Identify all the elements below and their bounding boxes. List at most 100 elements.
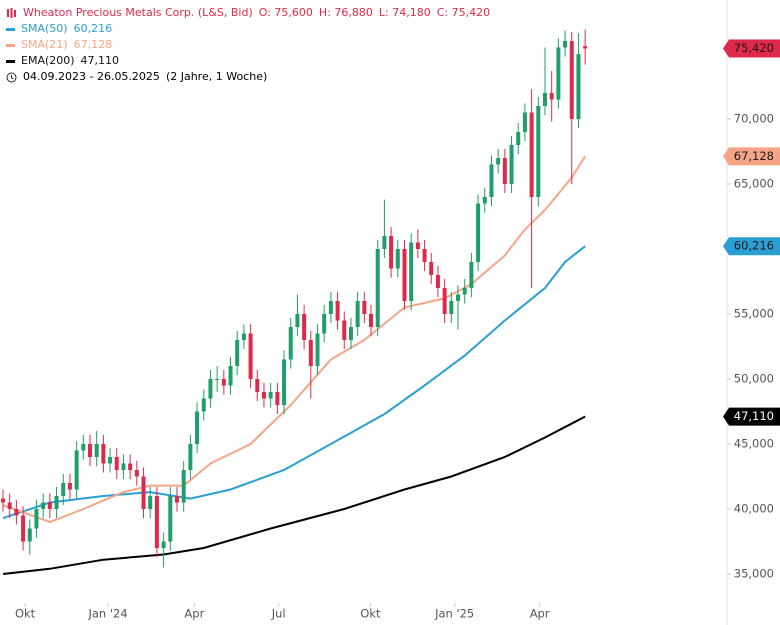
candle-body: [228, 366, 233, 386]
candle-body: [168, 496, 173, 542]
candle-body: [74, 450, 79, 490]
candle-body: [315, 333, 320, 367]
candle-body: [308, 340, 313, 367]
candle-body: [7, 502, 12, 510]
legend-swatch: [6, 59, 15, 63]
candle-body: [34, 509, 39, 529]
candle-body: [275, 392, 280, 406]
candle-body: [221, 379, 226, 386]
y-tick-label: 65,000: [734, 177, 774, 191]
candle-body: [415, 242, 420, 250]
y-tick-label: 45,000: [734, 437, 774, 451]
x-tick-label: Okt: [15, 607, 36, 621]
candle-body: [509, 145, 514, 185]
candle-body: [282, 359, 287, 406]
candle-body: [502, 158, 507, 185]
legend-name: SMA(21): [21, 38, 68, 51]
candle-body: [549, 93, 554, 100]
legend-value: 67,128: [73, 38, 113, 51]
candle-body: [583, 46, 588, 49]
candle-body: [67, 483, 72, 490]
candle-body: [375, 249, 380, 328]
x-tick-label: Jan '25: [434, 607, 474, 621]
y-tick-label: 70,000: [734, 112, 774, 126]
x-tick-label: Okt: [360, 607, 381, 621]
ohlc-close: C: 75,420: [436, 6, 491, 19]
candle-body: [41, 502, 46, 510]
candle-body: [241, 333, 246, 341]
legend-entry: SMA(50) 60,216: [6, 21, 490, 37]
candle-body: [469, 262, 474, 289]
clock-icon: [6, 72, 17, 82]
y-tick-label: 40,000: [734, 502, 774, 516]
candle-body: [348, 327, 353, 341]
candle-body: [181, 470, 186, 503]
candle-body: [154, 496, 159, 549]
x-tick-label: Apr: [530, 607, 550, 621]
legend-title-row: Wheaton Precious Metals Corp. (L&S, Bid)…: [6, 5, 490, 21]
candle-body: [215, 379, 220, 381]
candle-body: [81, 444, 86, 451]
candle-body: [328, 301, 333, 315]
y-tick-label: 35,000: [734, 567, 774, 581]
legend-entry: EMA(200) 47,110: [6, 53, 490, 69]
candle-body: [161, 541, 166, 549]
candle-body: [114, 457, 119, 471]
candle-body: [482, 197, 487, 204]
candle-body: [87, 444, 92, 458]
legend-entry: SMA(21) 67,128: [6, 37, 490, 53]
candle-body: [61, 483, 66, 497]
period: (2 Jahre, 1 Woche): [165, 70, 268, 83]
candle-body: [27, 528, 32, 542]
candle-body: [101, 444, 106, 464]
candle-body: [54, 496, 59, 510]
candle-body: [188, 444, 193, 471]
candle-body: [429, 262, 434, 276]
ohlc-open: O: 75,600: [258, 6, 313, 19]
y-tick-label: 55,000: [734, 307, 774, 321]
x-tick-label: Jan '24: [87, 607, 127, 621]
candle-body: [261, 392, 266, 399]
indicator-line: [2, 155, 586, 524]
candle-body: [382, 236, 387, 250]
candle-body: [302, 314, 307, 341]
candle-body: [563, 41, 568, 48]
candles: [1, 29, 588, 568]
legend-swatch: [6, 27, 15, 31]
candle-icon: [7, 8, 16, 18]
candle-body: [335, 301, 340, 321]
value-box: [723, 407, 780, 426]
legend-value: 60,216: [73, 22, 113, 35]
candle-body: [342, 320, 347, 341]
candle-body: [409, 242, 414, 302]
candle-body: [476, 203, 481, 263]
candle-body: [94, 444, 99, 458]
value-box-label: 47,110: [734, 409, 774, 423]
candle-body: [322, 314, 327, 334]
candle-body: [208, 379, 213, 399]
candle-body: [542, 93, 547, 107]
indicator-line: [2, 415, 586, 575]
candle-body: [395, 249, 400, 269]
value-box: [723, 237, 780, 256]
y-tick-label: 50,000: [734, 372, 774, 386]
candle-body: [522, 112, 527, 133]
ohlc-low: L: 74,180: [378, 6, 431, 19]
title: Wheaton Precious Metals Corp. (L&S, Bid): [23, 6, 253, 19]
candle-body: [362, 301, 367, 315]
candle-body: [248, 333, 253, 380]
candle-body: [141, 476, 146, 510]
date-range-row: 04.09.2023 - 26.05.2025 (2 Jahre, 1 Woch…: [6, 69, 490, 85]
candle-body: [134, 470, 139, 477]
candle-body: [355, 301, 360, 328]
candle-body: [21, 515, 26, 542]
candle-body: [235, 340, 240, 367]
candle-body: [576, 54, 581, 120]
ohlc-high: H: 76,880: [318, 6, 373, 19]
legend-swatch: [6, 43, 15, 47]
candle-body: [462, 288, 467, 295]
candle-body: [14, 509, 19, 516]
candle-body: [389, 236, 394, 269]
